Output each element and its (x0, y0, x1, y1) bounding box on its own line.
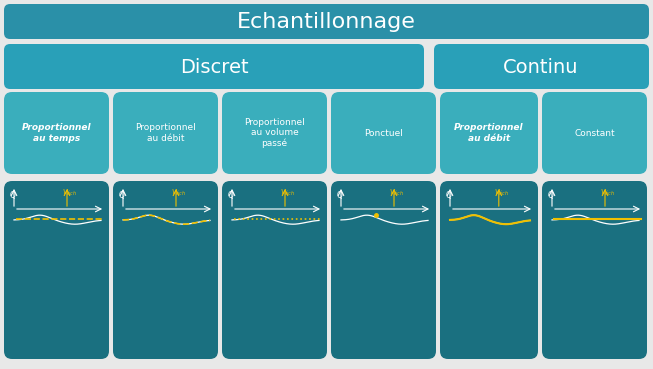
Text: $V_{éch}$: $V_{éch}$ (494, 188, 509, 198)
FancyBboxPatch shape (113, 92, 218, 174)
Text: $V_{éch}$: $V_{éch}$ (279, 188, 295, 198)
FancyBboxPatch shape (542, 92, 647, 174)
Text: Q: Q (446, 190, 452, 200)
Text: Continu: Continu (503, 58, 579, 76)
Text: Q: Q (119, 190, 125, 200)
FancyBboxPatch shape (542, 181, 647, 359)
Text: Discret: Discret (180, 58, 248, 76)
FancyBboxPatch shape (4, 4, 649, 39)
Text: Echantillonnage: Echantillonnage (236, 11, 415, 31)
FancyBboxPatch shape (331, 181, 436, 359)
FancyBboxPatch shape (4, 44, 424, 89)
Text: Q: Q (548, 190, 554, 200)
FancyBboxPatch shape (113, 181, 218, 359)
Text: $V_{éch}$: $V_{éch}$ (170, 188, 186, 198)
FancyBboxPatch shape (440, 92, 538, 174)
Text: Proportionnel
au débit: Proportionnel au débit (135, 123, 196, 143)
FancyBboxPatch shape (222, 181, 327, 359)
FancyBboxPatch shape (4, 181, 109, 359)
Text: Proportionnel
au débit: Proportionnel au débit (454, 123, 524, 143)
Text: Q: Q (10, 190, 16, 200)
Text: Constant: Constant (574, 128, 615, 138)
Text: $V_{éch}$: $V_{éch}$ (599, 188, 615, 198)
Text: Q: Q (228, 190, 234, 200)
FancyBboxPatch shape (222, 92, 327, 174)
Text: $V_{éch}$: $V_{éch}$ (389, 188, 404, 198)
Text: Proportionnel
au temps: Proportionnel au temps (22, 123, 91, 143)
Text: Proportionnel
au volume
passé: Proportionnel au volume passé (244, 118, 305, 148)
FancyBboxPatch shape (440, 181, 538, 359)
Text: $V_{éch}$: $V_{éch}$ (62, 188, 77, 198)
Text: Ponctuel: Ponctuel (364, 128, 403, 138)
FancyBboxPatch shape (434, 44, 649, 89)
Text: Q: Q (337, 190, 343, 200)
FancyBboxPatch shape (331, 92, 436, 174)
FancyBboxPatch shape (4, 92, 109, 174)
